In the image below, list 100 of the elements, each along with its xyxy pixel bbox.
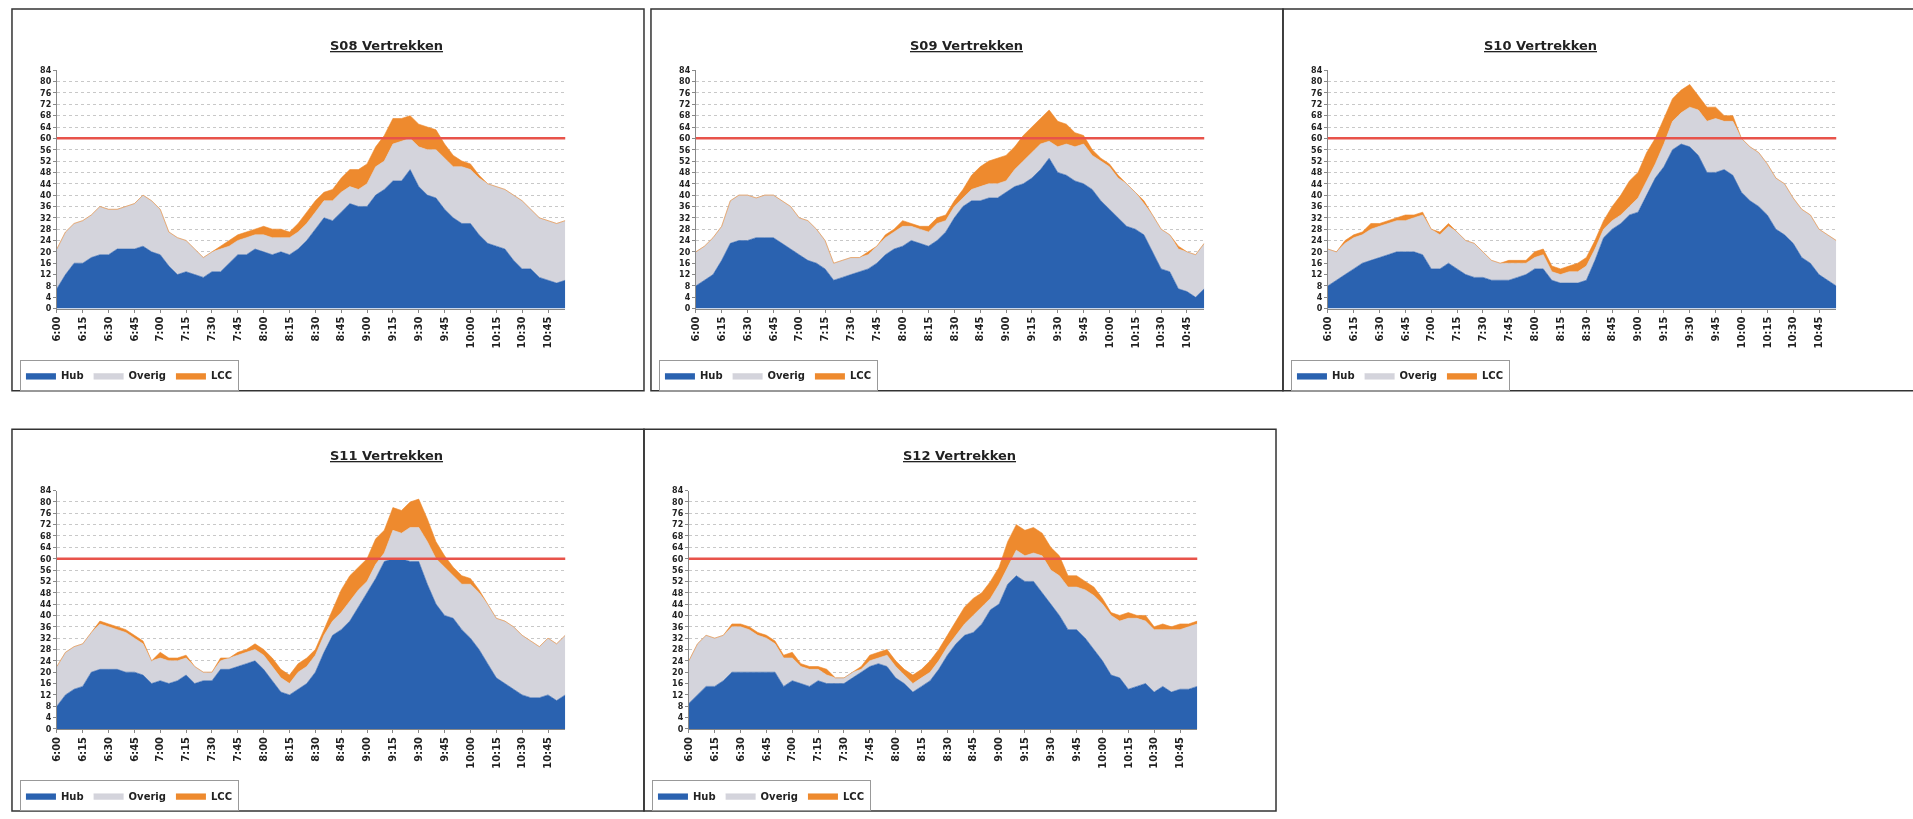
y-tick-label: 60 bbox=[679, 134, 691, 144]
x-tick-label: 9:45 bbox=[438, 316, 450, 342]
y-tick-label: 16 bbox=[679, 259, 691, 269]
x-tick-label: 8:45 bbox=[1606, 316, 1618, 342]
x-tick-label: 10:30 bbox=[516, 316, 528, 349]
x-tick-label: 8:15 bbox=[922, 316, 934, 342]
y-tick-label: 76 bbox=[40, 509, 52, 519]
legend-label: LCC bbox=[1481, 370, 1503, 382]
x-tick-label: 8:00 bbox=[257, 316, 269, 342]
x-tick-label: 10:00 bbox=[1103, 316, 1115, 349]
y-tick-label: 36 bbox=[1311, 202, 1323, 212]
y-tick-label: 32 bbox=[40, 213, 52, 223]
y-tick-label: 16 bbox=[40, 679, 52, 689]
x-tick-label: 8:30 bbox=[309, 736, 321, 762]
y-tick-label: 48 bbox=[672, 588, 684, 598]
x-tick-label: 6:15 bbox=[76, 736, 88, 762]
chart-title: S09 Vertrekken bbox=[910, 38, 1024, 53]
y-tick-label: 84 bbox=[1311, 66, 1323, 76]
y-tick-label: 32 bbox=[1311, 213, 1323, 223]
y-tick-label: 20 bbox=[672, 667, 684, 677]
y-tick-label: 24 bbox=[672, 656, 684, 666]
y-tick-label: 80 bbox=[40, 77, 52, 87]
legend-label: LCC bbox=[210, 370, 232, 382]
y-tick-label: 40 bbox=[679, 190, 691, 200]
y-tick-label: 80 bbox=[672, 497, 684, 507]
y-tick-label: 16 bbox=[672, 679, 684, 689]
x-tick-label: 7:00 bbox=[154, 316, 166, 342]
y-tick-label: 40 bbox=[40, 190, 52, 200]
legend-label: Overig bbox=[760, 790, 798, 802]
legend-label: LCC bbox=[842, 790, 865, 802]
x-tick-label: 10:45 bbox=[542, 316, 554, 349]
x-tick-label: 10:30 bbox=[1148, 736, 1160, 769]
x-tick-label: 9:00 bbox=[1000, 316, 1012, 342]
x-tick-label: 7:15 bbox=[180, 316, 192, 342]
y-tick-label: 20 bbox=[40, 667, 52, 677]
chart-title: S10 Vertrekken bbox=[1484, 38, 1598, 53]
chart-title: S12 Vertrekken bbox=[903, 448, 1017, 463]
x-tick-label: 8:15 bbox=[283, 316, 295, 342]
legend-label: Hub bbox=[60, 370, 84, 382]
y-tick-label: 64 bbox=[679, 122, 691, 132]
y-tick-label: 4 bbox=[45, 713, 52, 723]
x-tick-label: 10:15 bbox=[490, 736, 502, 769]
x-tick-label: 10:30 bbox=[516, 736, 528, 769]
y-tick-label: 72 bbox=[1311, 100, 1323, 110]
y-tick-label: 8 bbox=[45, 281, 52, 291]
legend-label: Overig bbox=[128, 370, 166, 382]
x-tick-label: 6:30 bbox=[1373, 316, 1385, 342]
x-tick-label: 9:30 bbox=[1045, 736, 1057, 762]
y-tick-label: 40 bbox=[672, 611, 684, 621]
y-tick-label: 72 bbox=[40, 100, 52, 110]
y-tick-label: 24 bbox=[1311, 236, 1323, 246]
x-tick-label: 7:45 bbox=[232, 316, 244, 342]
y-tick-label: 72 bbox=[672, 520, 684, 530]
y-tick-label: 76 bbox=[672, 509, 684, 519]
y-tick-label: 0 bbox=[1316, 304, 1323, 314]
x-tick-label: 7:00 bbox=[793, 316, 805, 342]
x-tick-label: 10:15 bbox=[1761, 316, 1773, 349]
y-tick-label: 28 bbox=[672, 645, 684, 655]
x-tick-label: 7:30 bbox=[845, 316, 857, 342]
x-tick-label: 8:30 bbox=[309, 316, 321, 342]
x-tick-label: 8:00 bbox=[257, 736, 269, 762]
y-tick-label: 28 bbox=[1311, 224, 1323, 234]
x-tick-label: 8:45 bbox=[974, 316, 986, 342]
y-tick-label: 52 bbox=[672, 577, 684, 587]
legend-label: Overig bbox=[128, 790, 166, 802]
y-tick-label: 24 bbox=[679, 236, 691, 246]
x-tick-label: 9:45 bbox=[1709, 316, 1721, 342]
y-tick-label: 36 bbox=[672, 622, 684, 632]
x-tick-label: 8:30 bbox=[941, 736, 953, 762]
x-tick-label: 9:15 bbox=[1019, 736, 1031, 762]
y-tick-label: 80 bbox=[1311, 77, 1323, 87]
x-tick-label: 7:30 bbox=[206, 316, 218, 342]
x-tick-label: 10:45 bbox=[542, 736, 554, 769]
y-tick-label: 40 bbox=[1311, 190, 1323, 200]
x-tick-label: 7:00 bbox=[154, 736, 166, 762]
x-tick-label: 9:00 bbox=[361, 736, 373, 762]
y-tick-label: 12 bbox=[40, 270, 52, 280]
x-tick-label: 7:45 bbox=[232, 736, 244, 762]
x-tick-label: 8:00 bbox=[896, 316, 908, 342]
x-tick-label: 10:15 bbox=[1122, 736, 1134, 769]
y-tick-label: 8 bbox=[45, 702, 52, 712]
x-tick-label: 10:00 bbox=[1096, 736, 1108, 769]
x-tick-label: 7:30 bbox=[206, 736, 218, 762]
y-tick-label: 48 bbox=[40, 588, 52, 598]
y-tick-label: 60 bbox=[672, 554, 684, 564]
y-tick-label: 64 bbox=[672, 543, 684, 553]
x-tick-label: 10:15 bbox=[490, 316, 502, 349]
y-tick-label: 52 bbox=[1311, 156, 1323, 166]
y-tick-label: 4 bbox=[1316, 293, 1323, 303]
y-tick-label: 36 bbox=[40, 202, 52, 212]
y-tick-label: 20 bbox=[679, 247, 691, 257]
x-tick-label: 9:15 bbox=[1658, 316, 1670, 342]
y-tick-label: 84 bbox=[40, 66, 52, 76]
y-tick-label: 12 bbox=[40, 690, 52, 700]
x-tick-label: 7:30 bbox=[838, 736, 850, 762]
y-tick-label: 40 bbox=[40, 611, 52, 621]
legend-label: Hub bbox=[60, 790, 84, 802]
x-tick-label: 6:30 bbox=[734, 736, 746, 762]
y-tick-label: 56 bbox=[672, 565, 684, 575]
y-tick-label: 0 bbox=[45, 304, 52, 314]
